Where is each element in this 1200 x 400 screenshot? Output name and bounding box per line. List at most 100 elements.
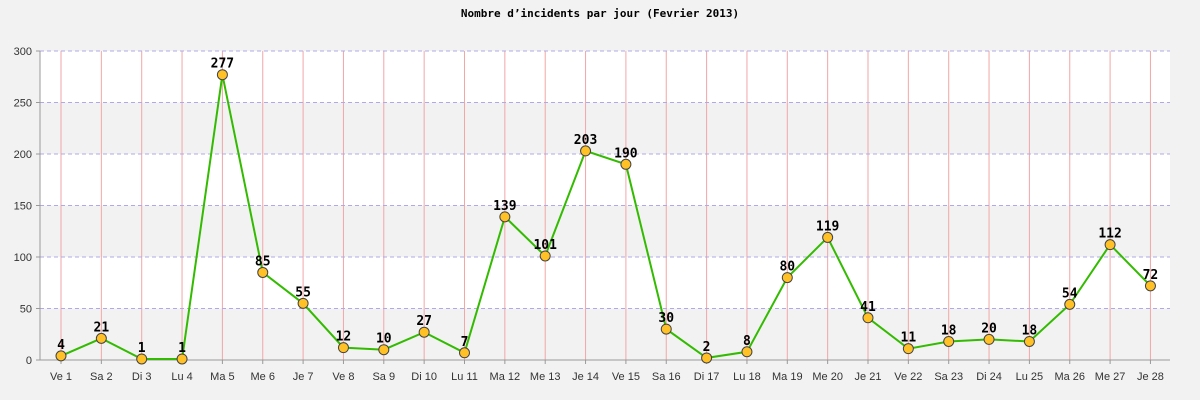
data-point — [337, 342, 349, 354]
data-point — [216, 69, 228, 81]
data-point — [781, 272, 793, 284]
data-label: 112 — [1098, 227, 1121, 242]
x-tick-label: Ve 15 — [612, 371, 640, 383]
y-tick-label: 100 — [14, 252, 32, 264]
data-label: 4 — [57, 338, 65, 353]
series-line — [60, 74, 1152, 360]
data-point — [136, 353, 148, 365]
y-axis-ticks: 0 50 100 150 200 250 300 — [14, 46, 40, 367]
data-label: 41 — [860, 300, 876, 315]
y-tick-label: 150 — [14, 201, 32, 213]
data-label: 2 — [703, 340, 711, 355]
data-label: 18 — [941, 323, 957, 338]
data-point — [660, 323, 672, 335]
series-polyline — [60, 74, 1152, 360]
plot-band — [40, 205, 1170, 257]
x-tick-label: Ma 5 — [210, 371, 234, 383]
x-tick-label: Sa 9 — [372, 371, 395, 383]
x-tick-label: Ma 12 — [490, 371, 521, 383]
data-point — [1104, 239, 1116, 251]
data-point — [943, 335, 955, 347]
x-tick-label: Ma 19 — [772, 371, 803, 383]
y-tick-label: 200 — [14, 149, 32, 161]
data-point — [1064, 298, 1076, 310]
data-point — [378, 344, 390, 356]
plot-band — [40, 257, 1170, 309]
x-tick-label: Lu 25 — [1016, 371, 1044, 383]
data-label: 1 — [178, 341, 186, 356]
data-label: 30 — [658, 311, 674, 326]
data-label: 80 — [779, 260, 795, 275]
x-tick-label: Je 28 — [1137, 371, 1164, 383]
data-point — [701, 352, 713, 364]
data-label: 119 — [816, 219, 839, 234]
x-tick-label: Sa 2 — [90, 371, 113, 383]
x-tick-label: Di 10 — [411, 371, 437, 383]
data-point — [55, 350, 67, 362]
horizontal-gridlines — [40, 50, 1170, 309]
data-label: 1 — [138, 341, 146, 356]
x-tick-label: Je 14 — [572, 371, 599, 383]
x-tick-label: Ve 1 — [50, 371, 72, 383]
data-label: 139 — [493, 199, 516, 214]
y-tick-label: 300 — [14, 46, 32, 58]
data-label: 277 — [211, 57, 234, 72]
data-point — [499, 211, 511, 223]
data-label: 21 — [94, 320, 110, 335]
plot-bands — [40, 51, 1170, 360]
y-tick-label: 50 — [20, 304, 32, 316]
chart-title: Nombre d’incidents par jour (Fevrier 201… — [461, 7, 739, 20]
data-label: 18 — [1022, 323, 1038, 338]
data-label: 11 — [901, 331, 917, 346]
data-point — [459, 347, 470, 359]
data-label: 27 — [416, 314, 432, 329]
data-label: 20 — [981, 321, 997, 336]
plot-band — [40, 308, 1170, 360]
plot-band — [40, 51, 1170, 103]
data-label: 101 — [533, 238, 557, 253]
data-label: 8 — [743, 334, 751, 349]
data-label: 12 — [336, 330, 352, 345]
data-point — [257, 266, 269, 278]
x-tick-label: Me 13 — [530, 371, 561, 383]
data-point — [862, 312, 874, 324]
plot-band — [40, 154, 1170, 206]
y-tick-label: 0 — [26, 355, 32, 367]
x-tick-label: Me 27 — [1095, 371, 1126, 383]
data-label: 10 — [376, 332, 392, 347]
data-point — [822, 231, 834, 243]
data-label: 55 — [295, 285, 311, 300]
data-point — [176, 353, 188, 365]
x-tick-label: Me 6 — [251, 371, 275, 383]
x-tick-label: Di 17 — [694, 371, 720, 383]
data-point — [418, 326, 430, 338]
x-tick-label: Ve 22 — [894, 371, 922, 383]
data-point — [95, 332, 107, 344]
data-point — [983, 333, 995, 345]
x-tick-label: Je 7 — [293, 371, 314, 383]
data-point — [1144, 280, 1156, 292]
x-tick-label: Di 24 — [976, 371, 1002, 383]
x-tick-label: Me 20 — [812, 371, 843, 383]
x-tick-label: Lu 4 — [171, 371, 192, 383]
data-label: 54 — [1062, 286, 1078, 301]
x-tick-label: Sa 23 — [934, 371, 963, 383]
data-point — [741, 346, 753, 358]
x-tick-label: Lu 18 — [733, 371, 761, 383]
x-tick-label: Di 3 — [132, 371, 152, 383]
data-point — [580, 145, 592, 157]
data-label: 72 — [1143, 268, 1159, 283]
x-tick-label: Ve 8 — [332, 371, 354, 383]
x-tick-label: Ma 26 — [1054, 371, 1085, 383]
data-point — [539, 250, 551, 262]
data-label: 190 — [614, 146, 638, 161]
y-tick-label: 250 — [14, 98, 32, 110]
data-label: 203 — [574, 133, 597, 148]
x-tick-label: Lu 11 — [451, 371, 478, 383]
data-point — [1023, 335, 1035, 347]
data-point — [297, 297, 309, 309]
x-tick-label: Je 21 — [855, 371, 882, 383]
data-label: 7 — [461, 335, 469, 350]
